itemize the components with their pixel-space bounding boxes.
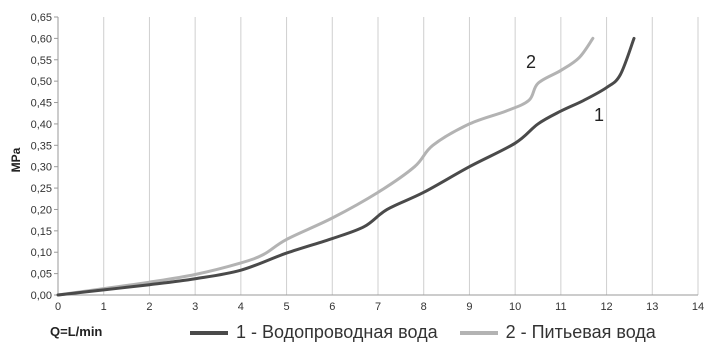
y-tick-label-10: 0,50 bbox=[31, 76, 52, 88]
x-tick-label-14: 14 bbox=[692, 301, 704, 313]
x-tick-label-10: 10 bbox=[509, 301, 521, 313]
y-tick-label-11: 0,55 bbox=[31, 55, 52, 67]
legend-label-series-2: 2 - Питьевая вода bbox=[505, 322, 656, 342]
y-tick-label-5: 0,25 bbox=[31, 183, 52, 195]
legend-item-series-1: 1 - Водопроводная вода bbox=[190, 322, 438, 343]
legend: 1 - Водопроводная вода 2 - Питьевая вода bbox=[190, 322, 656, 343]
y-tick-label-6: 0,30 bbox=[31, 162, 52, 174]
x-tick-labels: 0 1 2 3 4 5 6 7 8 9 10 11 12 13 14 bbox=[55, 301, 704, 313]
series-1-curve-label: 1 bbox=[594, 105, 604, 125]
x-tick-label-1: 1 bbox=[101, 301, 107, 313]
x-tick-label-6: 6 bbox=[329, 301, 335, 313]
y-tick-label-3: 0,15 bbox=[31, 226, 52, 238]
x-tick-label-5: 5 bbox=[284, 301, 290, 313]
series-line-1 bbox=[56, 36, 636, 297]
y-tick-label-13: 0,65 bbox=[31, 12, 52, 24]
y-tick-label-12: 0,60 bbox=[31, 33, 52, 45]
x-axis-label: Q=L/min bbox=[50, 324, 103, 339]
x-tick-label-7: 7 bbox=[375, 301, 381, 313]
x-tick-label-4: 4 bbox=[238, 301, 244, 313]
x-tick-label-2: 2 bbox=[146, 301, 152, 313]
legend-item-series-2: 2 - Питьевая вода bbox=[459, 322, 656, 343]
x-tick-label-3: 3 bbox=[192, 301, 198, 313]
x-tick-label-0: 0 bbox=[55, 301, 61, 313]
legend-swatch-series-1 bbox=[190, 330, 228, 335]
series-lines bbox=[56, 36, 636, 297]
y-tick-label-9: 0,45 bbox=[31, 98, 52, 110]
x-tick-label-9: 9 bbox=[466, 301, 472, 313]
axes bbox=[54, 16, 698, 296]
y-tick-labels: 0,00 0,05 0,10 0,15 0,20 0,25 0,30 0,35 0,40 0,45… bbox=[31, 12, 52, 302]
y-tick-label-4: 0,20 bbox=[31, 204, 52, 216]
series-line-2 bbox=[56, 36, 595, 297]
x-tick-label-8: 8 bbox=[421, 301, 427, 313]
legend-label-series-1: 1 - Водопроводная вода bbox=[236, 322, 438, 342]
x-tick-label-11: 11 bbox=[555, 301, 566, 313]
y-tick-label-0: 0,00 bbox=[31, 290, 52, 302]
y-tick-label-7: 0,35 bbox=[31, 140, 52, 152]
legend-swatch-series-2 bbox=[459, 330, 498, 335]
series-2-curve-label: 2 bbox=[526, 52, 536, 72]
y-axis-label: MPa bbox=[9, 147, 23, 172]
grid bbox=[103, 17, 699, 295]
x-tick-label-13: 13 bbox=[646, 301, 658, 313]
x-tick-label-12: 12 bbox=[600, 301, 612, 313]
y-tick-label-2: 0,10 bbox=[31, 247, 52, 259]
y-tick-label-8: 0,40 bbox=[31, 119, 52, 131]
y-tick-label-1: 0,05 bbox=[31, 269, 52, 281]
